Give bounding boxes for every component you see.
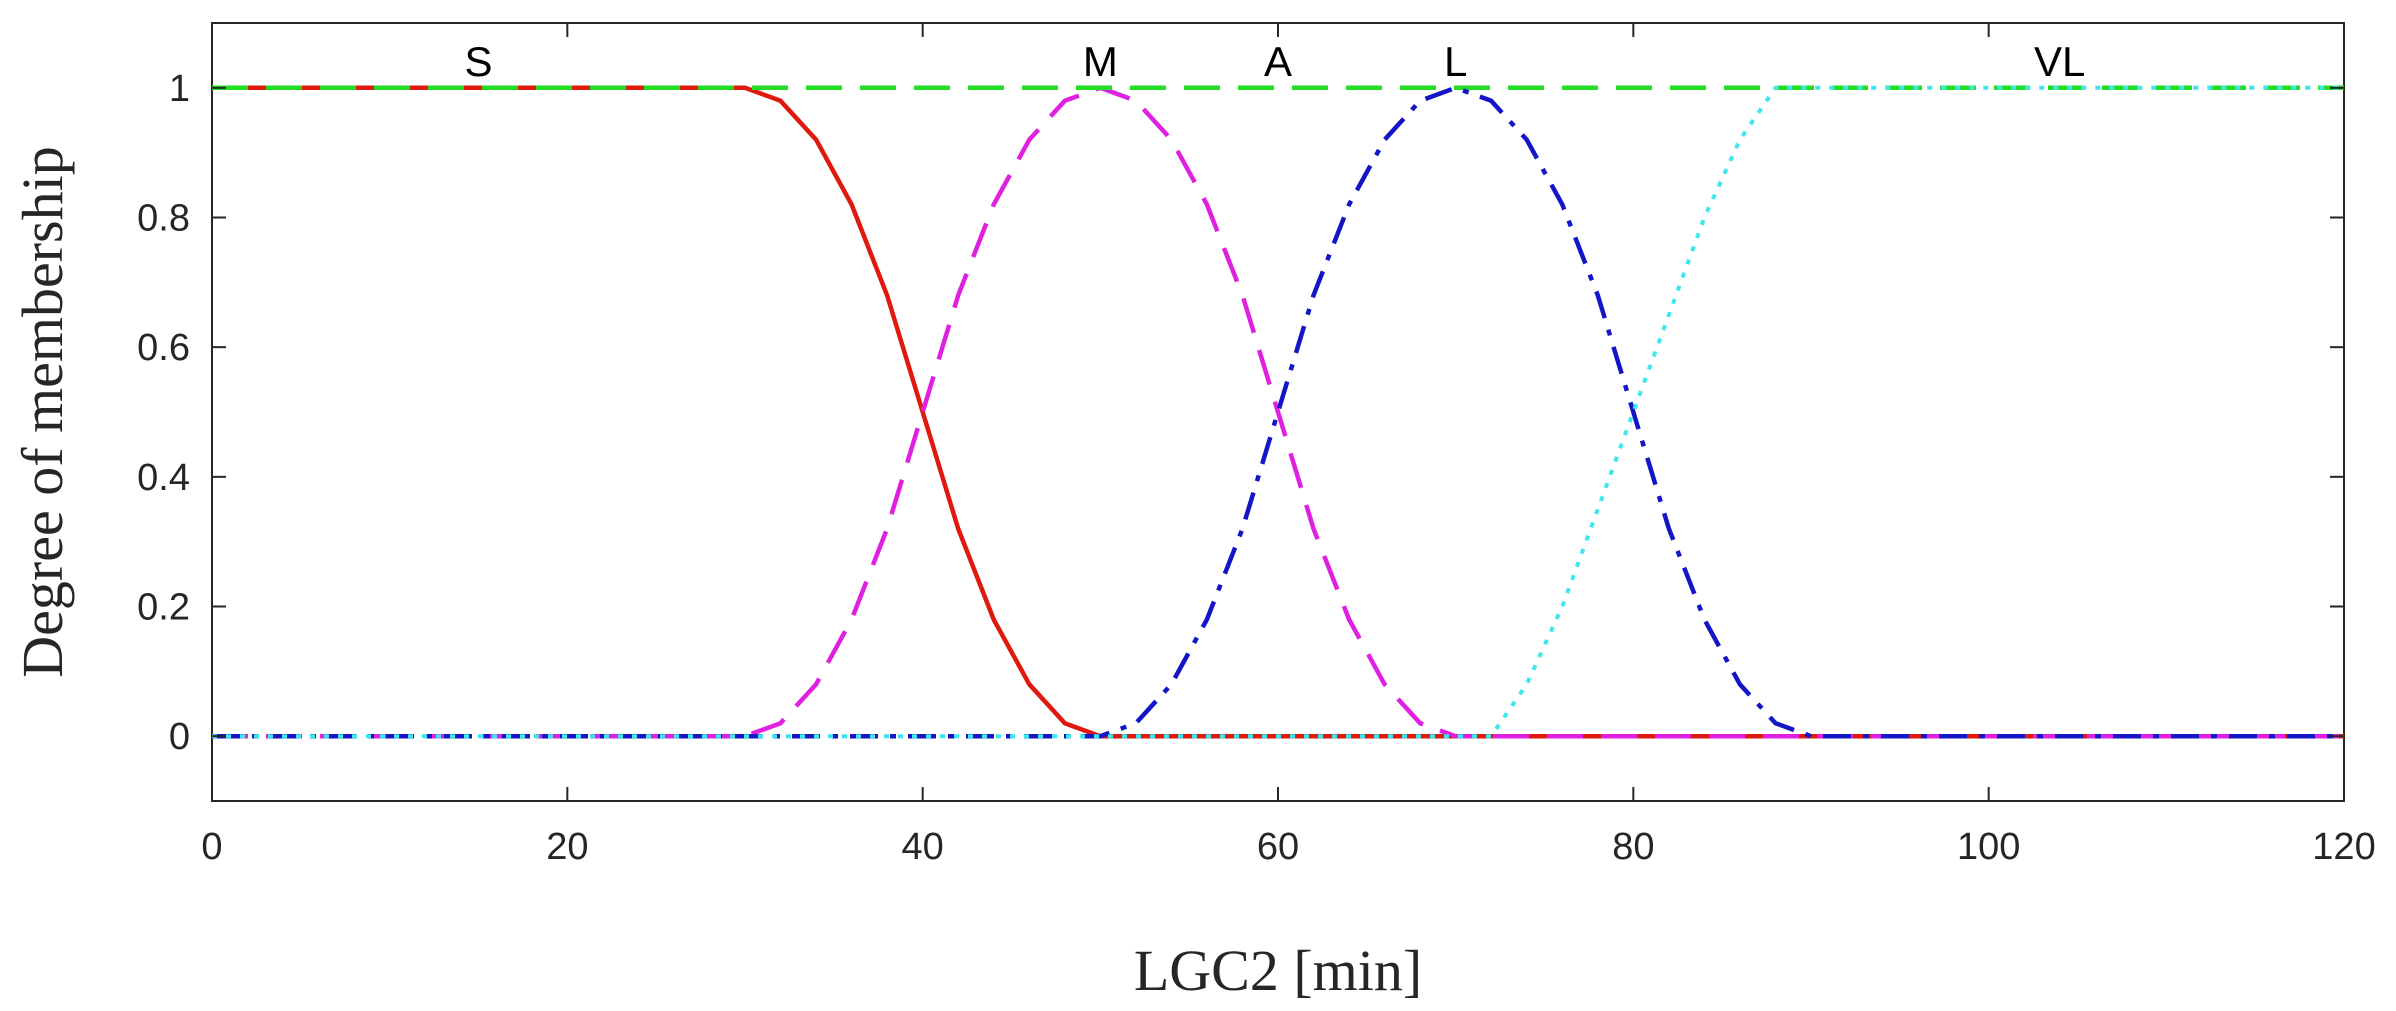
series-line-vl xyxy=(212,85,2344,739)
y-tick-label: 0.4 xyxy=(137,457,190,499)
y-tick-label: 1 xyxy=(169,68,190,110)
x-tick-label: 20 xyxy=(546,826,588,868)
x-tick-label: 120 xyxy=(2312,826,2375,868)
series-label-m: M xyxy=(1083,38,1118,85)
series-label-layer: S M A L VL xyxy=(464,38,2085,85)
series-line-s xyxy=(212,85,2344,739)
x-axis-ticks: 0 20 40 60 80 100 120 xyxy=(201,23,2376,868)
x-tick-label: 80 xyxy=(1612,826,1654,868)
y-tick-label: 0.8 xyxy=(137,198,190,240)
series-line-m xyxy=(212,85,2344,739)
series-layer xyxy=(212,85,2344,739)
x-axis-title: LGC2 [min] xyxy=(1134,938,1422,1003)
series-label-a: A xyxy=(1264,38,1292,85)
series-label-l: L xyxy=(1444,38,1467,85)
y-axis-ticks: 0 0.2 0.4 0.6 0.8 1 xyxy=(137,68,2344,758)
x-tick-label: 40 xyxy=(902,826,944,868)
x-tick-label: 100 xyxy=(1957,826,2020,868)
series-label-vl: VL xyxy=(2034,38,2085,85)
series-label-s: S xyxy=(464,38,492,85)
y-tick-label: 0 xyxy=(169,716,190,758)
x-tick-label: 0 xyxy=(201,826,222,868)
x-tick-label: 60 xyxy=(1257,826,1299,868)
series-line-l xyxy=(212,85,2344,739)
y-tick-label: 0.6 xyxy=(137,327,190,369)
y-tick-label: 0.2 xyxy=(137,587,190,629)
y-axis-title: Degree of membership xyxy=(10,146,75,677)
